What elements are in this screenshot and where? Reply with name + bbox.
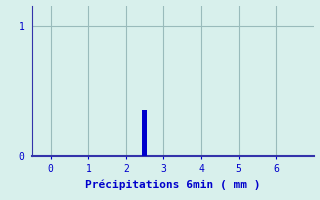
Bar: [142, 110, 147, 156]
X-axis label: Précipitations 6min ( mm ): Précipitations 6min ( mm ): [85, 179, 260, 190]
